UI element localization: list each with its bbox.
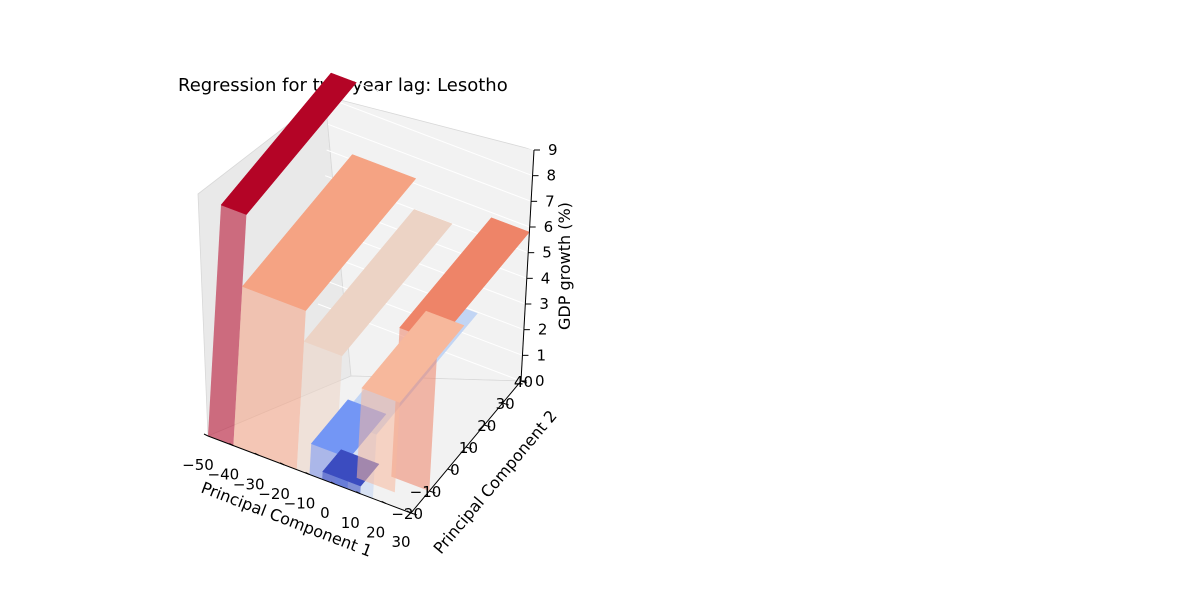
grid-line <box>329 98 533 177</box>
y-tick <box>502 402 509 406</box>
x-tick-label: −20 <box>258 485 290 503</box>
y-tick <box>410 512 418 516</box>
y-tick <box>465 446 473 450</box>
z-tick-label: 3 <box>539 295 549 313</box>
x-tick <box>279 462 285 466</box>
surface-wall <box>356 388 400 493</box>
x-tick <box>356 491 361 495</box>
x-tick <box>330 481 336 485</box>
grid-line <box>330 72 535 151</box>
y-tick-label: −10 <box>410 483 442 501</box>
x-tick-label: 10 <box>341 514 360 532</box>
grid-line <box>327 123 532 202</box>
x-tick <box>305 472 310 475</box>
regression-surface <box>208 72 530 499</box>
z-axis-title: GDP growth (%) <box>555 202 574 330</box>
y-tick-label: 0 <box>450 461 460 479</box>
z-tick-label: 0 <box>535 372 545 390</box>
surface-wall <box>233 286 306 470</box>
z-tick-label: 7 <box>545 192 555 210</box>
z-tick-label: 5 <box>542 244 552 262</box>
x-tick <box>381 500 386 504</box>
x-tick <box>254 452 259 456</box>
y-tick-label: 30 <box>496 395 515 413</box>
y-tick-label: 20 <box>477 417 496 435</box>
y-tick-label: −20 <box>391 505 423 523</box>
z-tick-label: 4 <box>541 269 551 287</box>
y-tick-label: 40 <box>514 373 533 391</box>
z-tick-label: 8 <box>547 167 557 185</box>
y-tick <box>429 490 436 494</box>
surface-wall <box>322 471 361 494</box>
x-tick-label: −40 <box>208 466 240 484</box>
z-tick-label: 1 <box>536 346 546 364</box>
x-tick-label: 0 <box>320 504 330 522</box>
z-tick-label: 6 <box>544 218 554 236</box>
x-tick <box>203 433 209 437</box>
y-tick <box>447 468 454 472</box>
x-tick <box>406 510 412 514</box>
y-tick-label: 10 <box>459 439 478 457</box>
y-tick <box>484 424 491 428</box>
x-tick-label: −10 <box>284 495 316 513</box>
z-tick-label: 9 <box>548 141 558 159</box>
z-tick-label: 2 <box>538 321 548 339</box>
x-tick <box>229 443 234 447</box>
surface-wall <box>208 205 247 446</box>
x-tick-label: 30 <box>391 533 410 551</box>
x-tick-label: 20 <box>366 523 385 541</box>
z-axis-line <box>520 149 535 382</box>
x-tick-label: −30 <box>233 475 265 493</box>
grid-line <box>320 252 525 331</box>
x-tick-label: −50 <box>182 456 214 474</box>
